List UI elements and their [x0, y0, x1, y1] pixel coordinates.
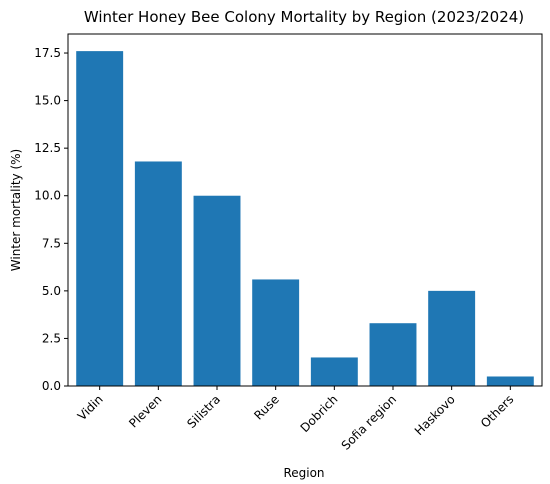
bar-pleven	[134, 161, 182, 386]
x-tick-label: Pleven	[126, 392, 164, 430]
chart-title: Winter Honey Bee Colony Mortality by Reg…	[84, 8, 524, 26]
bar-ruse	[252, 279, 300, 386]
y-tick-label: 10.0	[34, 189, 61, 203]
x-axis-label: Region	[283, 466, 324, 480]
bar-others	[486, 376, 534, 386]
x-tick-label: Dobrich	[298, 392, 341, 435]
y-tick-label: 0.0	[42, 379, 61, 393]
y-tick-label: 15.0	[34, 94, 61, 108]
y-tick-label: 17.5	[34, 46, 61, 60]
bar-haskovo	[428, 290, 476, 386]
x-tick-label: Vidin	[75, 392, 106, 423]
y-tick-label: 7.5	[42, 236, 61, 250]
y-axis-label: Winter mortality (%)	[9, 149, 23, 271]
y-tick-label: 2.5	[42, 331, 61, 345]
y-tick-label: 5.0	[42, 284, 61, 298]
x-tick-label: Haskovo	[412, 392, 458, 438]
x-tick-label: Ruse	[251, 392, 281, 422]
bars-group	[76, 51, 534, 387]
x-tick-label: Others	[478, 392, 516, 430]
y-axis: 0.0 2.5 5.0 7.5 10.0 12.5 15.0 17.5	[34, 46, 68, 393]
bar-silistra	[193, 195, 241, 386]
x-tick-label: Sofia region	[339, 392, 400, 453]
plot-frame	[67, 33, 543, 387]
bar-sofia-region	[369, 323, 417, 386]
bar-vidin	[76, 51, 124, 387]
x-tick-label: Silistra	[184, 392, 223, 431]
bar-dobrich	[310, 357, 358, 386]
y-tick-label: 12.5	[34, 141, 61, 155]
